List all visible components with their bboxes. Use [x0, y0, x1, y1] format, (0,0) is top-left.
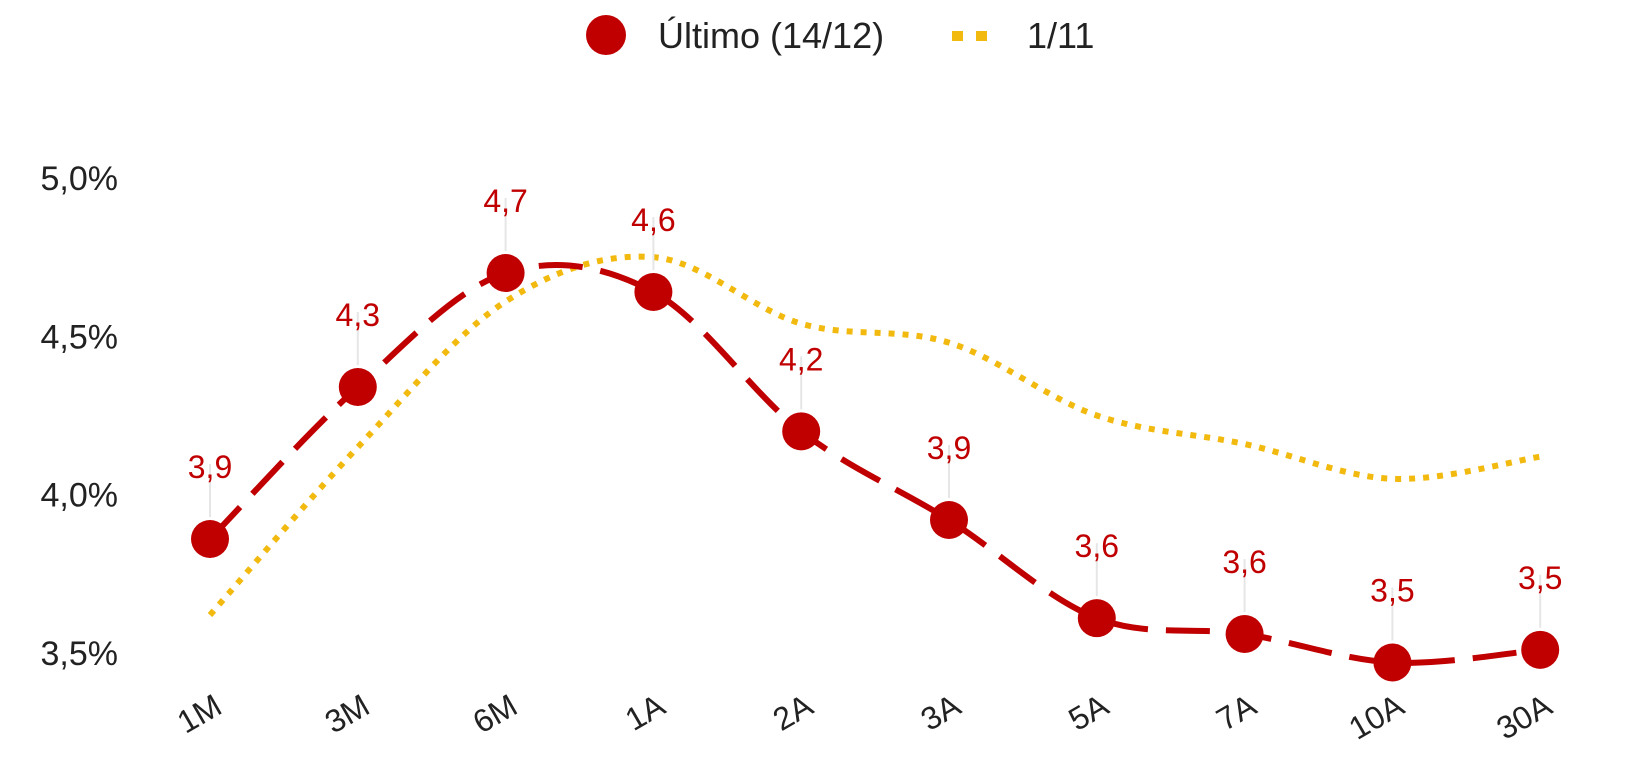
data-label-ultimo: 3,5 [1518, 560, 1562, 596]
series-point-ultimo [1077, 599, 1116, 638]
x-tick-label: 30A [1490, 687, 1558, 747]
series-point-ultimo [634, 273, 673, 311]
series-point-ultimo [1521, 630, 1560, 669]
x-tick-label: 1A [619, 687, 671, 738]
data-label-ultimo: 3,6 [1075, 528, 1119, 564]
data-label-ultimo: 3,9 [188, 449, 232, 485]
legend-marker-ultimo [586, 15, 626, 55]
series-line-1-11 [207, 253, 1541, 617]
y-tick-label: 4,0% [41, 477, 119, 515]
x-axis-labels: 1M 3M 6M 1A 2A 3A 5A 7A 10A 30A [171, 687, 1558, 747]
data-label-ultimo: 4,2 [779, 341, 823, 377]
legend-label-1-11: 1/11 [1027, 15, 1094, 56]
legend: Último (14/12) 1/11 [586, 15, 1094, 56]
series-point-ultimo [1373, 643, 1412, 682]
series-point-ultimo [1225, 615, 1264, 653]
y-tick-label: 5,0% [41, 160, 119, 198]
x-tick-label: 10A [1343, 687, 1411, 747]
series-point-ultimo [782, 412, 821, 451]
y-tick-label: 3,5% [41, 635, 119, 673]
data-label-ultimo: 4,3 [336, 297, 380, 333]
y-tick-label: 4,5% [41, 318, 119, 356]
data-label-ultimo: 4,6 [631, 202, 675, 238]
series-point-ultimo [486, 254, 525, 292]
series-point-ultimo [930, 501, 968, 539]
legend-swatch-1-11-a [952, 31, 963, 41]
x-tick-label: 5A [1062, 687, 1114, 738]
data-label-ultimo: 3,6 [1222, 544, 1266, 580]
plot-area [191, 198, 1560, 682]
x-tick-label: 1M [171, 687, 227, 740]
y-axis-labels: 3,5% 4,0% 4,5% 5,0% [41, 160, 119, 673]
data-labels: 3,9 4,3 4,7 4,6 4,2 3,9 3,6 3,6 3,5 3,5 [188, 183, 1563, 609]
x-tick-label: 3M [319, 687, 375, 740]
data-label-ultimo: 3,9 [927, 430, 971, 466]
series-point-ultimo [191, 520, 229, 558]
legend-label-ultimo: Último (14/12) [658, 15, 884, 56]
data-label-ultimo: 3,5 [1370, 573, 1414, 609]
x-tick-label: 7A [1210, 687, 1262, 738]
x-tick-label: 6M [467, 687, 523, 740]
x-tick-label: 2A [767, 687, 819, 738]
series-point-ultimo [338, 368, 377, 406]
series-line-ultimo [207, 262, 1541, 666]
data-label-ultimo: 4,7 [483, 183, 527, 219]
x-tick-label: 3A [915, 687, 967, 738]
legend-swatch-1-11-b [976, 31, 987, 41]
